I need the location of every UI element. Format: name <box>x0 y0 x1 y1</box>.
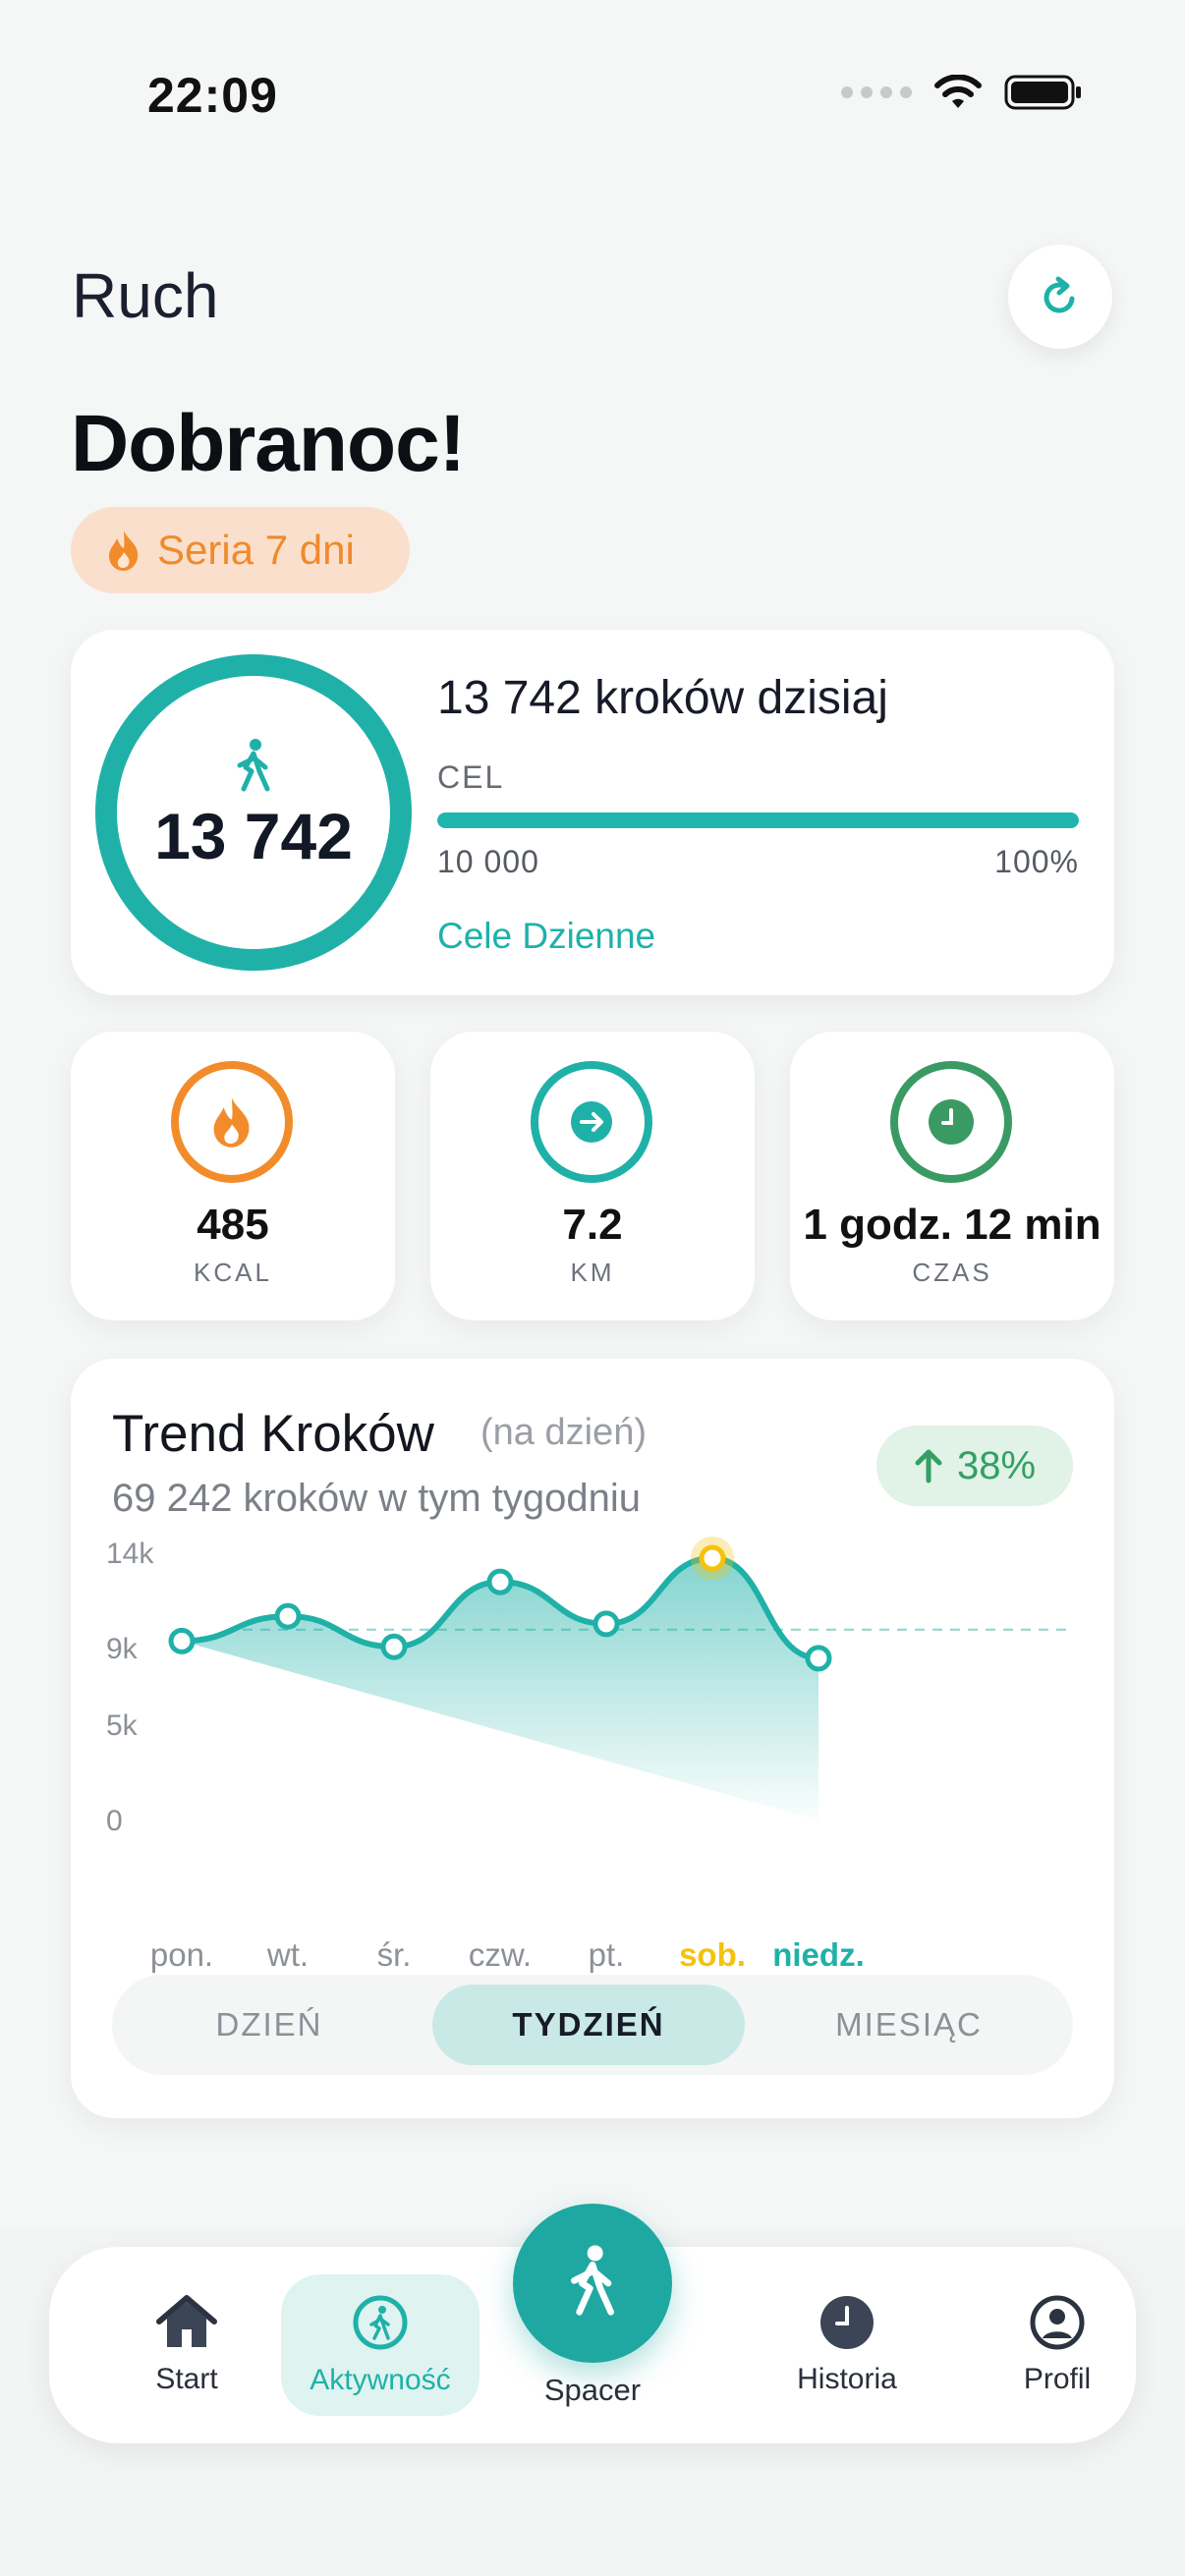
goal-progress-bar <box>437 812 1079 828</box>
y-tick-label: 0 <box>106 1805 123 1837</box>
streak-badge: Seria 7 dni <box>71 507 410 593</box>
stat-value: 485 <box>197 1201 269 1249</box>
history-icon <box>820 2296 874 2349</box>
chart-point[interactable] <box>486 1568 514 1596</box>
nav-item-history[interactable]: Historia <box>749 2247 945 2443</box>
stat-value: 1 godz. 12 min <box>803 1201 1101 1249</box>
wifi-icon <box>934 75 982 108</box>
stat-card-kcal[interactable]: 485 KCAL <box>71 1032 395 1320</box>
nav-label: Aktywność <box>310 2364 451 2396</box>
steps-ring <box>95 654 412 971</box>
chart-point[interactable] <box>805 1645 832 1672</box>
arrow-up-icon <box>915 1449 942 1484</box>
profile-icon <box>1030 2295 1085 2350</box>
segment-day[interactable]: DZIEŃ <box>215 2006 323 2043</box>
clock-icon <box>890 1061 1012 1183</box>
stat-card-km[interactable]: 7.2 KM <box>430 1032 755 1320</box>
flame-icon <box>109 531 139 571</box>
period-selector: DZIEŃ TYDZIEŃ MIESIĄC <box>112 1975 1073 2075</box>
x-tick-label: czw. <box>469 1936 532 1973</box>
goal-progress-fill <box>437 812 1079 828</box>
nav-label: Profil <box>1023 2363 1092 2395</box>
greeting: Dobranoc! <box>71 399 466 488</box>
walk-fab-button[interactable] <box>513 2204 672 2363</box>
trend-chart: 14k 9k 5k 0 pon. wt. śr. czw. pt. sob. niedz. <box>106 1537 1073 1973</box>
chart-point[interactable] <box>168 1627 196 1654</box>
activity-icon <box>353 2295 408 2350</box>
trend-subtitle: (na dzień) <box>480 1412 647 1453</box>
trend-card: Trend Kroków (na dzień) 69 242 kroków w … <box>71 1359 1114 2118</box>
flame-icon <box>171 1061 293 1183</box>
x-tick-label: wt. <box>266 1936 309 1973</box>
y-tick-label: 9k <box>106 1633 139 1665</box>
x-tick-label: sob. <box>679 1936 746 1973</box>
walking-icon <box>237 739 270 792</box>
goal-percent: 100% <box>994 844 1079 879</box>
stat-card-time[interactable]: 1 godz. 12 min CZAS <box>790 1032 1114 1320</box>
nav-item-profile[interactable]: Profil <box>959 2247 1156 2443</box>
segment-month[interactable]: MIESIĄC <box>835 2006 983 2043</box>
stat-unit: KCAL <box>194 1258 272 1287</box>
steps-heading: 13 742 kroków dzisiaj <box>437 672 888 724</box>
stat-unit: CZAS <box>912 1258 992 1287</box>
screen-title: Ruch <box>72 260 219 331</box>
nav-item-activity[interactable]: Aktywność <box>281 2274 480 2416</box>
steps-card[interactable]: 13 742 13 742 kroków dzisiaj CEL 10 000 … <box>71 630 1114 995</box>
fab-label: Spacer <box>543 2373 642 2407</box>
x-tick-label: pt. <box>589 1936 625 1973</box>
chart-area <box>182 1558 818 1820</box>
arrow-right-icon <box>531 1061 652 1183</box>
trend-change-value: 38% <box>956 1443 1037 1487</box>
stat-value: 7.2 <box>562 1201 623 1249</box>
refresh-icon <box>1044 276 1075 313</box>
walking-icon <box>571 2245 614 2316</box>
home-icon <box>156 2295 217 2347</box>
goal-label: CEL <box>437 759 505 795</box>
segment-week[interactable]: TYDZIEŃ <box>432 1985 745 2065</box>
refresh-button[interactable] <box>1008 245 1112 349</box>
y-tick-label: 5k <box>106 1709 139 1742</box>
goal-target: 10 000 <box>437 844 539 879</box>
signal-dots-icon <box>841 86 912 98</box>
nav-item-start[interactable]: Start <box>88 2247 285 2443</box>
daily-goals-link[interactable]: Cele Dzienne <box>437 916 656 956</box>
nav-label: Start <box>155 2363 218 2395</box>
weekly-total: 69 242 kroków w tym tygodniu <box>112 1477 642 1520</box>
y-tick-label: 14k <box>106 1538 154 1570</box>
x-tick-label: niedz. <box>772 1936 865 1973</box>
x-tick-label: śr. <box>377 1936 412 1973</box>
battery-icon <box>1004 75 1081 110</box>
streak-label: Seria 7 dni <box>157 527 355 573</box>
stat-unit: KM <box>570 1258 615 1287</box>
chart-point[interactable] <box>274 1602 302 1630</box>
status-icons <box>841 73 1083 112</box>
chart-point[interactable] <box>699 1544 726 1572</box>
chart-point[interactable] <box>592 1610 620 1638</box>
x-tick-label: pon. <box>150 1936 213 1973</box>
steps-count: 13 742 <box>154 800 353 872</box>
nav-label: Historia <box>797 2363 897 2395</box>
status-time: 22:09 <box>147 68 278 123</box>
trend-title: Trend Kroków <box>112 1405 434 1463</box>
trend-change-badge: 38% <box>876 1426 1073 1506</box>
chart-point[interactable] <box>380 1633 408 1660</box>
